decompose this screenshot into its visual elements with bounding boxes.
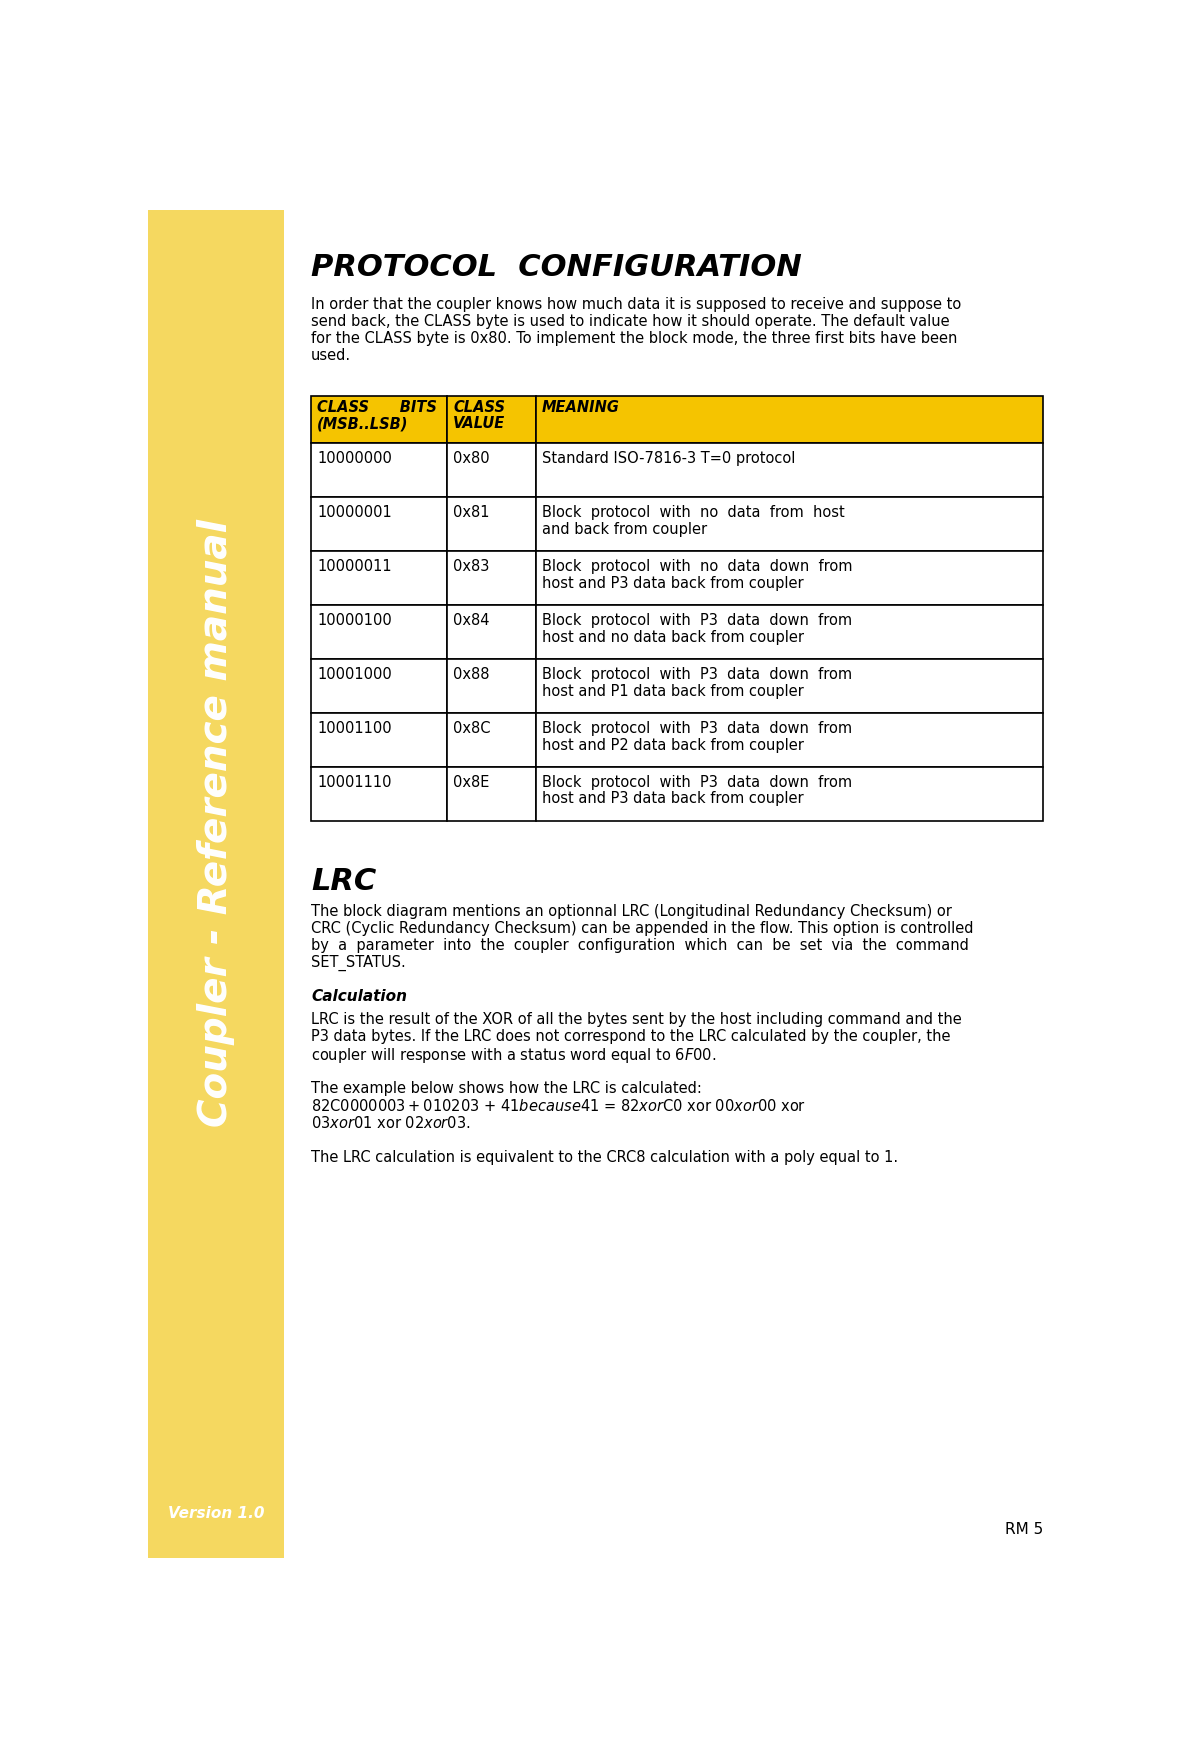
Text: In order that the coupler knows how much data it is supposed to receive and supp: In order that the coupler knows how much… <box>312 298 961 312</box>
Bar <box>536 658 1043 713</box>
Text: host and P2 data back from coupler: host and P2 data back from coupler <box>542 737 803 753</box>
Bar <box>536 443 1043 497</box>
Text: CLASS      BITS: CLASS BITS <box>318 401 437 415</box>
Bar <box>312 658 447 713</box>
Text: LRC is the result of the XOR of all the bytes sent by the host including command: LRC is the result of the XOR of all the … <box>312 1012 962 1026</box>
Text: Block  protocol  with  P3  data  down  from: Block protocol with P3 data down from <box>542 774 852 790</box>
Text: MEANING: MEANING <box>542 401 620 415</box>
Bar <box>536 552 1043 606</box>
Text: 0x8E: 0x8E <box>453 774 489 790</box>
Text: $82$C0$00$00$03 + $01$02$03 + $41 because $41 = $82 xor $C0 xor $00 xor $00 xor: $82$C0$00$00$03 + $01$02$03 + $41 becaus… <box>312 1098 806 1114</box>
Text: 10001100: 10001100 <box>318 721 392 735</box>
Text: Standard ISO-7816-3 T=0 protocol: Standard ISO-7816-3 T=0 protocol <box>542 452 795 466</box>
Text: host and P3 data back from coupler: host and P3 data back from coupler <box>542 576 803 590</box>
Bar <box>447 713 536 767</box>
Text: for the CLASS byte is 0x80. To implement the block mode, the three first bits ha: for the CLASS byte is 0x80. To implement… <box>312 331 957 347</box>
Text: Block  protocol  with  P3  data  down  from: Block protocol with P3 data down from <box>542 613 852 629</box>
Text: Block  protocol  with  P3  data  down  from: Block protocol with P3 data down from <box>542 721 852 735</box>
Bar <box>536 606 1043 658</box>
Bar <box>312 443 447 497</box>
Text: 0x8C: 0x8C <box>453 721 491 735</box>
Text: Calculation: Calculation <box>312 989 408 1003</box>
Bar <box>312 606 447 658</box>
Bar <box>536 497 1043 552</box>
Text: Version 1.0: Version 1.0 <box>168 1506 264 1522</box>
Text: SET_STATUS.: SET_STATUS. <box>312 954 406 970</box>
Text: 10001110: 10001110 <box>318 774 392 790</box>
Text: 10000000: 10000000 <box>318 452 392 466</box>
Text: 0x83: 0x83 <box>453 559 489 574</box>
Bar <box>536 713 1043 767</box>
Text: 0x88: 0x88 <box>453 667 489 681</box>
Text: 10000001: 10000001 <box>318 504 392 520</box>
Text: RM 5: RM 5 <box>1005 1522 1043 1537</box>
Text: coupler will response with a status word equal to $6F$00.: coupler will response with a status word… <box>312 1045 717 1065</box>
Text: VALUE: VALUE <box>453 417 505 431</box>
Text: Block  protocol  with  no  data  from  host: Block protocol with no data from host <box>542 504 845 520</box>
Bar <box>148 210 284 1558</box>
Text: The example below shows how the LRC is calculated:: The example below shows how the LRC is c… <box>312 1080 702 1096</box>
Bar <box>447 552 536 606</box>
Text: by  a  parameter  into  the  coupler  configuration  which  can  be  set  via  t: by a parameter into the coupler configur… <box>312 939 969 953</box>
Text: LRC: LRC <box>312 867 377 897</box>
Bar <box>312 497 447 552</box>
Bar <box>447 767 536 821</box>
Text: host and P3 data back from coupler: host and P3 data back from coupler <box>542 791 803 807</box>
Text: $03 xor $01 xor $02 xor $03.: $03 xor $01 xor $02 xor $03. <box>312 1115 470 1131</box>
Text: CLASS: CLASS <box>453 401 505 415</box>
Bar <box>447 658 536 713</box>
Text: PROTOCOL  CONFIGURATION: PROTOCOL CONFIGURATION <box>312 254 802 282</box>
Text: (MSB..LSB): (MSB..LSB) <box>318 417 409 431</box>
Text: 10000100: 10000100 <box>318 613 392 629</box>
Text: The LRC calculation is equivalent to the CRC8 calculation with a poly equal to 1: The LRC calculation is equivalent to the… <box>312 1150 898 1164</box>
Bar <box>312 396 447 443</box>
Text: 10001000: 10001000 <box>318 667 392 681</box>
Text: used.: used. <box>312 348 351 362</box>
Text: host and P1 data back from coupler: host and P1 data back from coupler <box>542 683 803 699</box>
Text: 10000011: 10000011 <box>318 559 392 574</box>
Text: and back from coupler: and back from coupler <box>542 522 707 538</box>
Bar <box>312 552 447 606</box>
Text: host and no data back from coupler: host and no data back from coupler <box>542 630 805 644</box>
Bar <box>536 396 1043 443</box>
Bar <box>447 606 536 658</box>
Text: 0x84: 0x84 <box>453 613 489 629</box>
Text: send back, the CLASS byte is used to indicate how it should operate. The default: send back, the CLASS byte is used to ind… <box>312 313 950 329</box>
Text: 0x81: 0x81 <box>453 504 489 520</box>
Text: Block  protocol  with  P3  data  down  from: Block protocol with P3 data down from <box>542 667 852 681</box>
Bar <box>536 767 1043 821</box>
Text: Block  protocol  with  no  data  down  from: Block protocol with no data down from <box>542 559 853 574</box>
Bar <box>312 713 447 767</box>
Text: CRC (Cyclic Redundancy Checksum) can be appended in the flow. This option is con: CRC (Cyclic Redundancy Checksum) can be … <box>312 921 974 935</box>
Bar <box>447 497 536 552</box>
Bar <box>447 443 536 497</box>
Text: 0x80: 0x80 <box>453 452 489 466</box>
Text: Coupler - Reference manual: Coupler - Reference manual <box>197 518 235 1126</box>
Bar <box>447 396 536 443</box>
Bar <box>312 767 447 821</box>
Text: The block diagram mentions an optionnal LRC (Longitudinal Redundancy Checksum) o: The block diagram mentions an optionnal … <box>312 904 952 919</box>
Text: P3 data bytes. If the LRC does not correspond to the LRC calculated by the coupl: P3 data bytes. If the LRC does not corre… <box>312 1028 950 1044</box>
